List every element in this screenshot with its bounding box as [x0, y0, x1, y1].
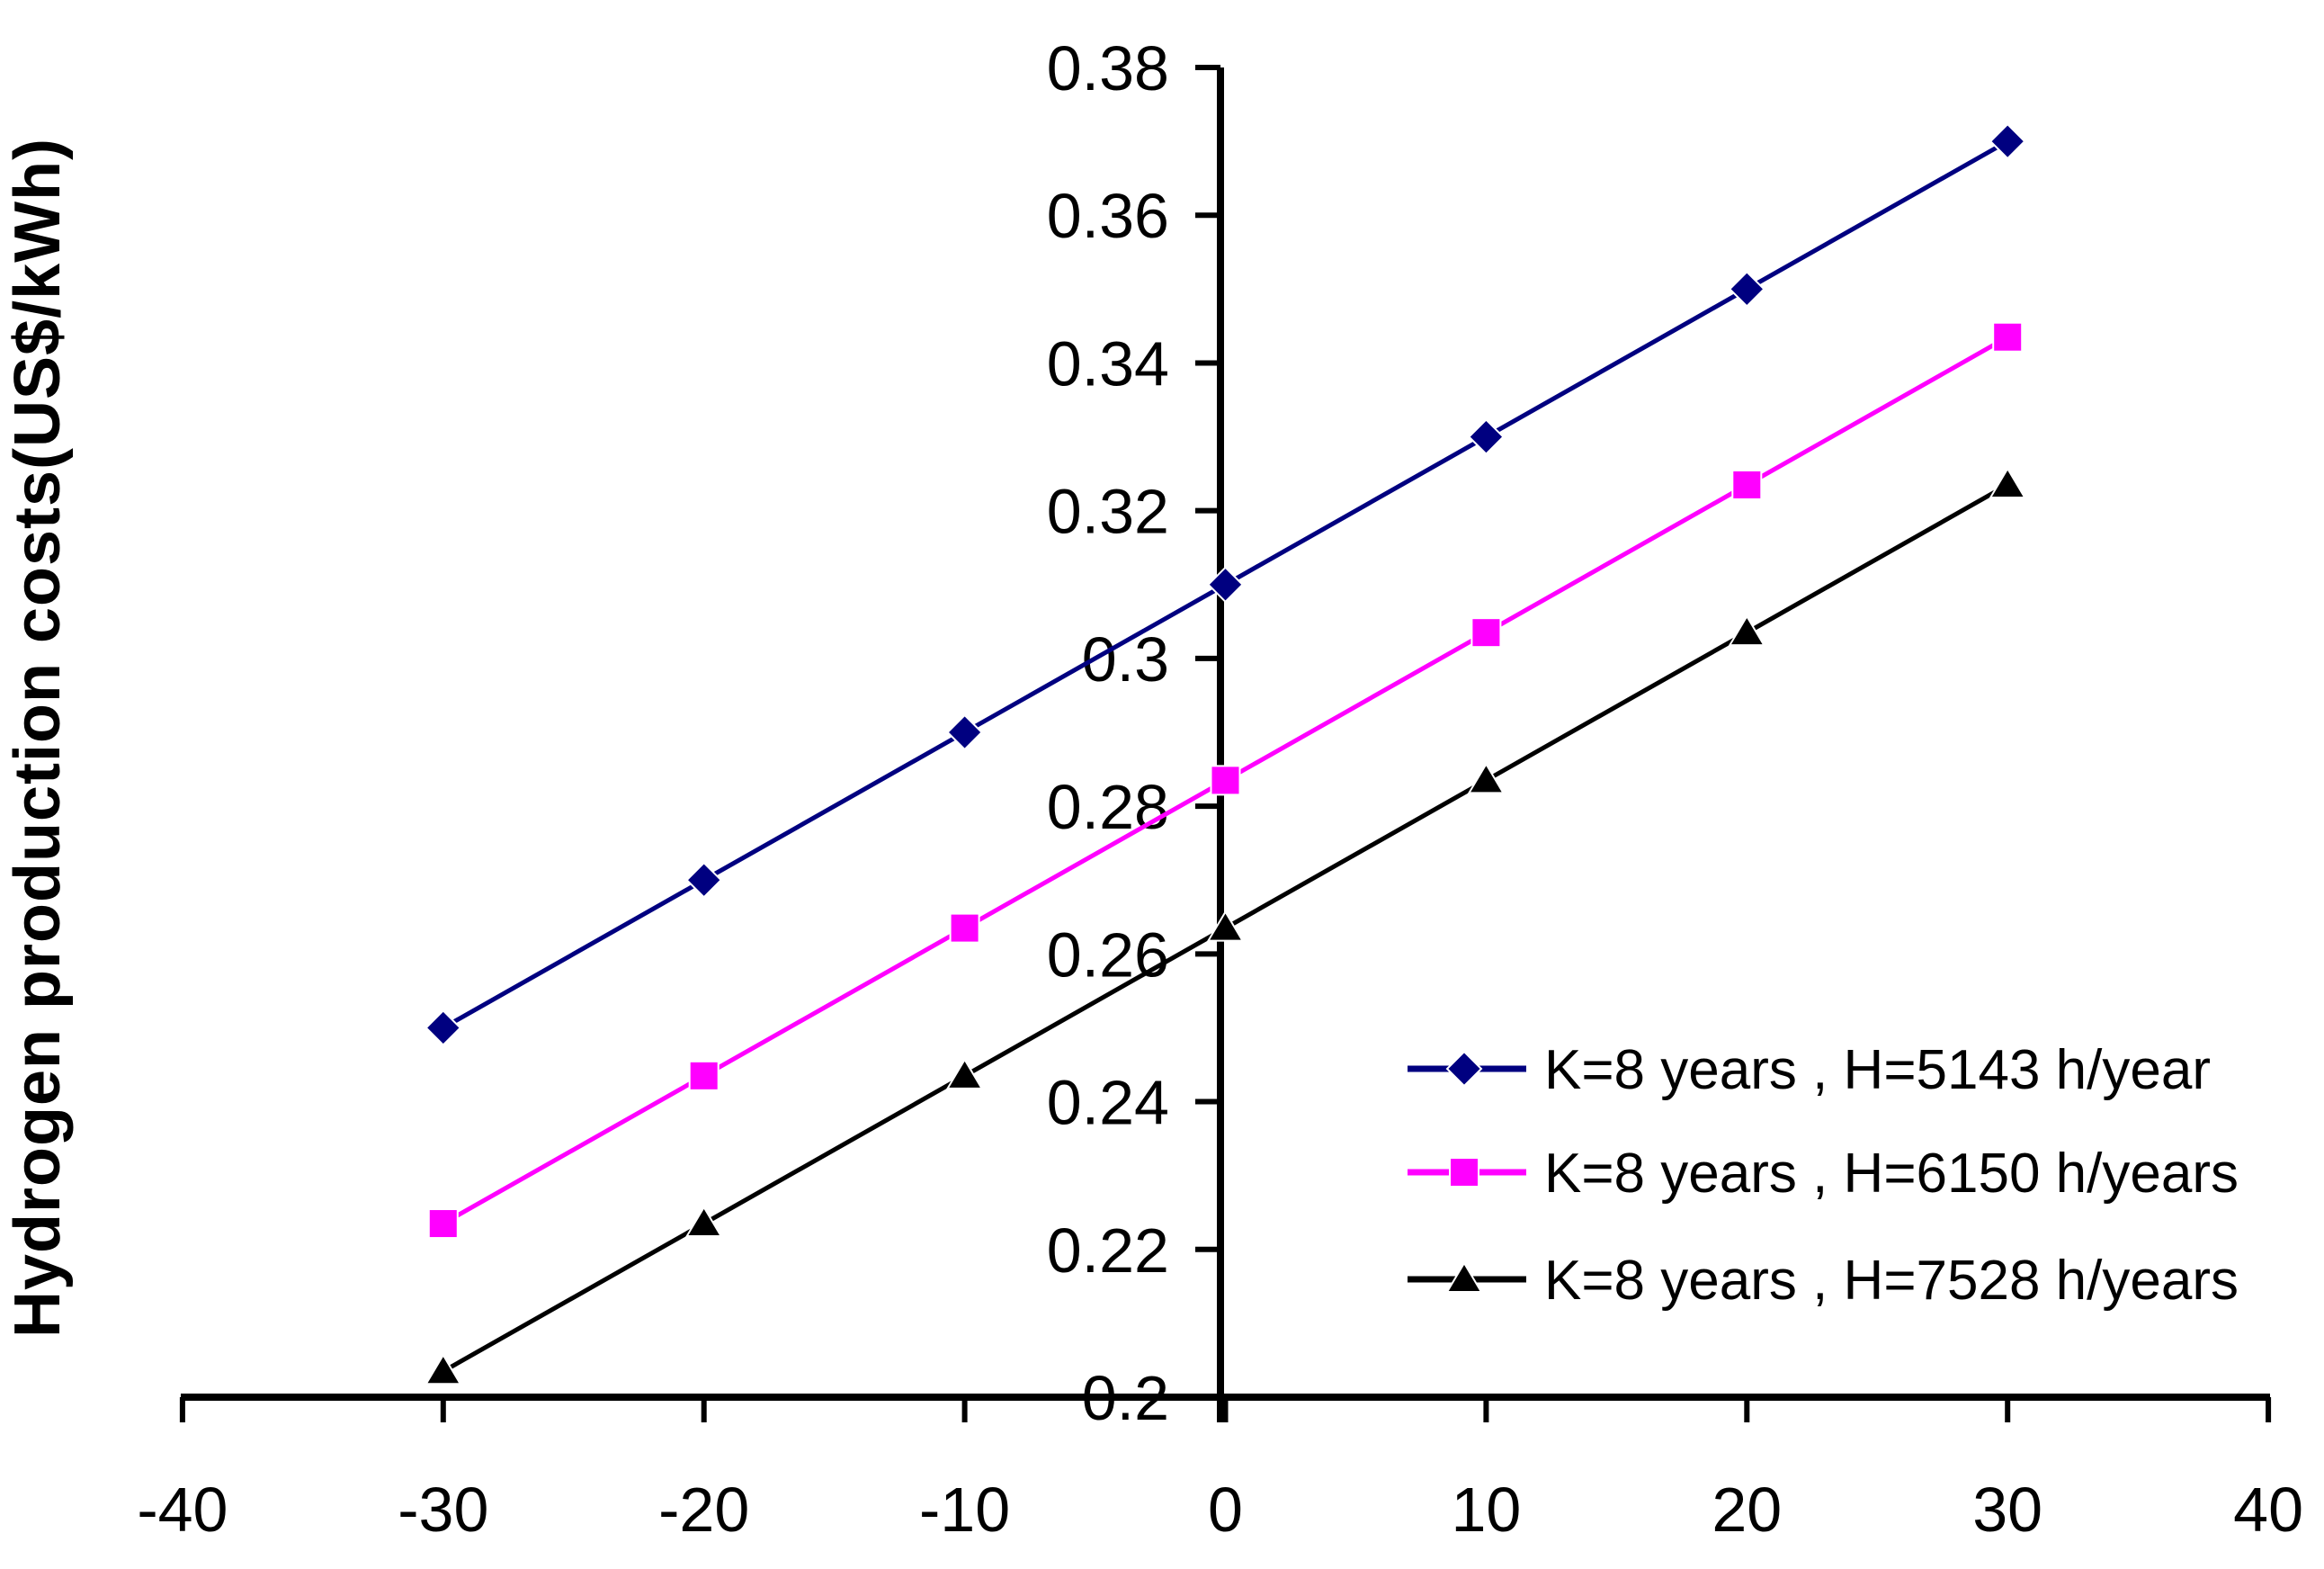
series-1-square-marker [1731, 469, 1763, 500]
y-axis-title: Hydrogen production costs(US$/kWh) [2, 138, 74, 1338]
legend-label: K=8 years , H=6150 h/years [1544, 1143, 2239, 1205]
series-0-diamond-marker [1467, 418, 1505, 455]
legend-label: K=8 years , H=5143 h/year [1544, 1039, 2211, 1101]
series-2-triangle-marker [425, 1353, 462, 1385]
legend-item-1: K=8 years , H=6150 h/years [1408, 1143, 2239, 1205]
series-0-diamond-marker [1728, 270, 1765, 308]
legend-item-2: K=8 years , H=7528 h/years [1408, 1250, 2239, 1312]
series-1-square-marker [1210, 765, 1241, 796]
series-0-diamond-marker [1207, 566, 1244, 604]
y-tick-label: 0.26 [1047, 919, 1169, 990]
y-tick-label: 0.36 [1047, 181, 1169, 251]
series-layer [425, 122, 2026, 1385]
legend-triangle-marker [1445, 1261, 1483, 1293]
y-tick-label: 0.34 [1047, 328, 1169, 399]
x-tick-label: 0 [1208, 1475, 1243, 1545]
series-1-square-marker [688, 1060, 720, 1091]
series-0-diamond-marker [425, 1009, 462, 1046]
legend-item-0: K=8 years , H=5143 h/year [1408, 1039, 2211, 1101]
x-tick-label: 40 [2233, 1475, 2303, 1545]
series-2-triangle-marker [1467, 762, 1506, 794]
x-tick-label: -30 [398, 1475, 488, 1545]
y-tick-label: 0.24 [1047, 1068, 1169, 1138]
y-tick-label: 0.32 [1047, 477, 1169, 547]
x-tick-label: -40 [137, 1475, 228, 1545]
y-tick-label: 0.22 [1047, 1215, 1169, 1286]
tick-labels-layer: 0.20.220.240.260.280.30.320.340.360.38-4… [137, 33, 2303, 1545]
series-2-triangle-marker [945, 1057, 984, 1089]
x-tick-label: -10 [919, 1475, 1010, 1545]
series-2-triangle-marker [684, 1206, 723, 1238]
series-2-triangle-marker [1989, 466, 2026, 498]
series-1-square-marker [1470, 617, 1502, 649]
series-2-triangle-marker [1728, 614, 1766, 647]
x-tick-label: 30 [1972, 1475, 2042, 1545]
series-2-triangle-marker [1206, 910, 1245, 942]
legend-square-marker [1449, 1157, 1479, 1188]
series-0-diamond-marker [685, 861, 723, 899]
x-tick-label: -20 [658, 1475, 749, 1545]
series-1-square-marker [427, 1208, 459, 1240]
y-tick-label: 0.38 [1047, 33, 1169, 103]
series-0-diamond-marker [946, 713, 984, 751]
series-1-square-marker [1992, 321, 2024, 353]
y-tick-label: 0.28 [1047, 772, 1169, 842]
axes-layer [179, 65, 2272, 1422]
series-1-square-marker [949, 912, 980, 944]
legend-diamond-marker [1445, 1050, 1483, 1088]
legend-label: K=8 years , H=7528 h/years [1544, 1250, 2239, 1312]
series-0-diamond-marker [1989, 122, 2026, 160]
x-tick-label: 20 [1712, 1475, 1782, 1545]
x-tick-label: 10 [1451, 1475, 1521, 1545]
legend-layer: K=8 years , H=5143 h/year K=8 years , H=6… [1408, 1039, 2239, 1312]
